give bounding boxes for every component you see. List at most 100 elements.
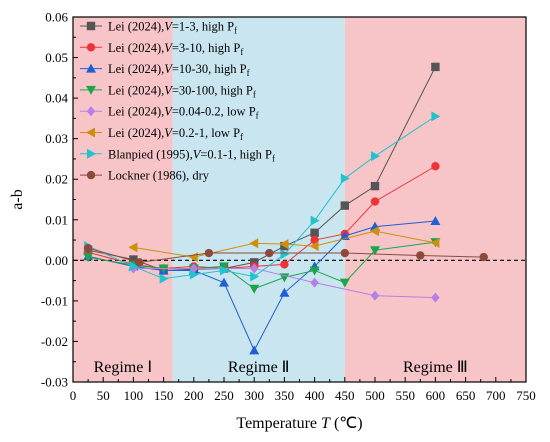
x-tick-label: 450 [335, 388, 355, 403]
legend-entry-1: Lei (2024),V=1-3, high Pf [80, 20, 237, 36]
legend-marker [86, 127, 95, 138]
regime-label-1: Regime Ⅰ [94, 359, 152, 376]
series-8-point [340, 248, 349, 258]
legend-entry-2: Lei (2024),V=3-10, high Pf [80, 41, 243, 57]
legend: Lei (2024),V=1-3, high Pf Lei (2024),V=3-… [80, 20, 275, 183]
legend-marker [86, 106, 96, 117]
series-7-point [340, 173, 350, 184]
x-axis-title: Temperature T (℃) [236, 415, 362, 432]
series-7-point [371, 151, 380, 162]
series-2-point [370, 197, 380, 206]
series-1-point [310, 228, 319, 237]
series-7-point [431, 111, 441, 122]
x-tick-label: 750 [516, 388, 536, 403]
series-7-point [189, 269, 199, 280]
series-7 [84, 111, 441, 284]
series-3-point [279, 287, 290, 297]
y-tick-label: 0.04 [45, 91, 68, 106]
legend-entry-4: Lei (2024),V=30-100, high Pf [80, 83, 256, 99]
series-6 [128, 226, 440, 263]
series-4-point [339, 278, 350, 288]
series-1-point [370, 181, 380, 191]
legend-entry-7: Blanpied (1995),V=0.1-1, high Pf [80, 147, 275, 163]
series-6-point [249, 238, 259, 249]
series-1-point [129, 255, 138, 264]
legend-marker [86, 85, 96, 95]
legend-label: Lei (2024),V=30-100, high Pf [108, 83, 256, 99]
y-tick-label: 0.05 [45, 50, 68, 65]
x-tick-label: 500 [365, 388, 385, 403]
series-8-point [135, 258, 144, 267]
x-tick-label: 600 [426, 388, 446, 403]
y-tick-label: 0.06 [45, 10, 68, 25]
legend-marker [86, 170, 96, 180]
x-tick-label: 550 [395, 388, 415, 403]
y-tick-label: -0.01 [41, 293, 68, 308]
series-4 [83, 238, 441, 294]
series-6-point [430, 237, 440, 248]
series-3-point [430, 215, 441, 225]
regime-band-1 [73, 17, 173, 382]
series-2-point [310, 235, 319, 245]
series-4-point [219, 262, 229, 272]
series-8-point [83, 243, 93, 253]
x-tick-label: 350 [275, 388, 295, 403]
series-8-point [265, 248, 274, 258]
series-6-point [370, 226, 379, 237]
series-4-point [370, 246, 380, 256]
regime-label-2: Regime Ⅱ [228, 359, 290, 376]
series-4-point [309, 266, 320, 276]
axes: 0 50 100 150 200 250 300 350 400 450 500 550 600 650 7… [41, 10, 536, 404]
series-4-point [83, 253, 94, 263]
x-tick-label: 150 [154, 388, 174, 403]
axis-titles: Temperature T (℃) a-b [9, 189, 363, 432]
y-tick-label: 0.01 [45, 212, 68, 227]
legend-entry-6: Lei (2024),V=0.2-1, low Pf [80, 126, 243, 142]
x-tick-label: 300 [244, 388, 264, 403]
series-8-point [479, 252, 488, 262]
series-5-point [431, 292, 440, 303]
x-tick-label: 50 [97, 388, 110, 403]
y-tick-label: -0.02 [41, 334, 68, 349]
legend-entry-5: Lei (2024),V=0.04-0.2, low Pf [80, 105, 259, 121]
series-2-point [280, 260, 289, 269]
series-2-point [431, 162, 440, 171]
series-5-point [249, 263, 259, 274]
y-axis-title: a-b [9, 189, 26, 209]
series-6-point [279, 239, 289, 250]
legend-entry-3: Lei (2024),V=10-30, high Pf [80, 62, 250, 78]
legend-label: Lei (2024),V=3-10, high Pf [108, 41, 243, 57]
x-tick-label: 700 [486, 388, 506, 403]
series-8 [83, 243, 488, 267]
y-tick-label: 0.00 [45, 253, 68, 268]
series-6-point [309, 241, 319, 252]
series-8-point [204, 248, 214, 258]
series-7-point [280, 249, 290, 260]
legend-marker [86, 21, 96, 31]
legend-label: Lockner (1986), dry [108, 169, 210, 183]
series-1-point [431, 62, 440, 72]
legend-label: Lei (2024),V=0.04-0.2, low Pf [108, 105, 259, 121]
legend-marker [86, 63, 96, 73]
y-tick-label: -0.03 [41, 375, 68, 390]
series-3-point [249, 345, 260, 355]
series-5-point [310, 277, 319, 288]
series-5-point [370, 290, 380, 301]
legend-label: Lei (2024),V=0.2-1, low Pf [108, 126, 243, 142]
regime-label-3: Regime Ⅲ [403, 359, 468, 376]
series-3-point [219, 277, 229, 287]
series-6-point [128, 242, 138, 253]
x-tick-label: 100 [124, 388, 144, 403]
series-7-point [250, 271, 260, 282]
legend-label: Blanpied (1995),V=0.1-1, high Pf [108, 147, 275, 163]
series-4-point [249, 284, 260, 294]
y-tick-label: 0.02 [45, 172, 68, 187]
series-8-point [416, 251, 425, 260]
series-7-point [310, 215, 320, 226]
x-tick-label: 650 [456, 388, 476, 403]
series-1-point [340, 201, 349, 210]
legend-label: Lei (2024),V=1-3, high Pf [108, 20, 237, 36]
x-tick-label: 0 [70, 388, 77, 403]
x-tick-label: 250 [214, 388, 234, 403]
